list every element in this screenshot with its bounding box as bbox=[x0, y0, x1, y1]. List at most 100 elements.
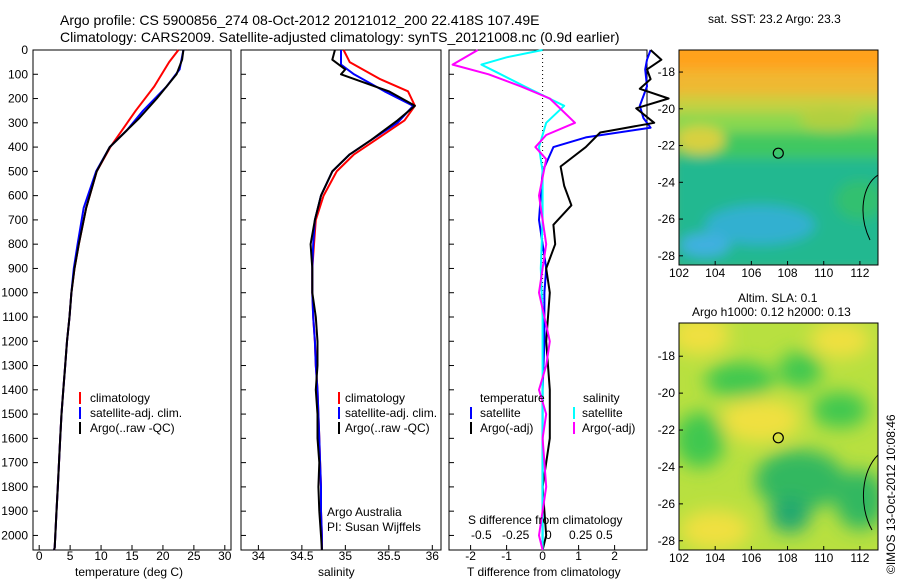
depth-tick-label: 0 bbox=[21, 43, 28, 57]
series-line-argo-adj-s- bbox=[451, 49, 576, 551]
s-difference-scale: -0.5 -0.25 0 0.25 0.5 bbox=[471, 528, 613, 542]
sla-map-title-line1: Altim. SLA: 0.1 bbox=[738, 291, 818, 305]
x-tick-label: 36 bbox=[426, 549, 440, 563]
depth-tick-label: 1100 bbox=[2, 310, 28, 324]
t-difference-x-axis: -2 -1 0 1 2 bbox=[465, 545, 618, 563]
x-tick-label: 10 bbox=[94, 549, 108, 563]
longitude-tick-label: 108 bbox=[778, 266, 798, 280]
s-tick-label: -0.25 bbox=[502, 528, 530, 542]
x-tick-label: 20 bbox=[156, 549, 170, 563]
x-tick-label: 34.5 bbox=[290, 549, 314, 563]
salinity-legend: climatology satellite-adj. clim. Argo(..… bbox=[338, 391, 437, 435]
x-tick-label: 34 bbox=[252, 549, 266, 563]
legend-climatology-label: climatology bbox=[345, 391, 405, 405]
sst-map-title: sat. SST: 23.2 Argo: 23.3 bbox=[708, 12, 841, 26]
depth-tick-label: 1700 bbox=[1, 456, 28, 470]
salinity-panel: 34 34.5 35 35.5 36 salinity climatology sate… bbox=[240, 49, 442, 579]
depth-tick-label: 400 bbox=[8, 140, 28, 154]
legend-satellite-label: satellite-adj. clim. bbox=[345, 406, 437, 420]
legend-s-argo-label: Argo(-adj) bbox=[582, 421, 635, 435]
sst-latitude-axis: -18 -20 -22 -24 -26 -28 bbox=[658, 65, 683, 263]
latitude-tick-label: -28 bbox=[658, 534, 676, 548]
temperature-x-label: temperature (deg C) bbox=[75, 565, 183, 579]
depth-tick-label: 500 bbox=[8, 164, 28, 178]
depth-tick-label: 100 bbox=[8, 67, 28, 81]
series-line-satellite-s- bbox=[480, 49, 566, 550]
longitude-tick-label: 104 bbox=[705, 266, 725, 280]
legend-argo-label: Argo(..raw -QC) bbox=[345, 421, 430, 435]
depth-tick-label: 1200 bbox=[1, 334, 28, 348]
depth-tick-label: 300 bbox=[8, 116, 28, 130]
depth-tick-label: 1600 bbox=[1, 431, 28, 445]
x-tick-label: 25 bbox=[187, 549, 201, 563]
longitude-tick-label: 102 bbox=[669, 551, 689, 565]
difference-plot-frame bbox=[448, 49, 648, 551]
salinity-x-axis: 34 34.5 35 35.5 36 bbox=[252, 545, 440, 563]
x-tick-label: 5 bbox=[67, 549, 74, 563]
latitude-tick-label: -22 bbox=[658, 423, 676, 437]
sla-latitude-axis: -18 -20 -22 -24 -26 -28 bbox=[658, 349, 683, 548]
legend-t-satellite-label: satellite bbox=[480, 406, 521, 420]
salinity-x-label: salinity bbox=[318, 565, 355, 579]
temperature-legend: climatology satellite-adj. clim. Argo(..… bbox=[79, 391, 182, 435]
sst-map-frame bbox=[678, 49, 879, 266]
longitude-tick-label: 106 bbox=[741, 266, 761, 280]
s-tick-label: -0.5 bbox=[471, 528, 492, 542]
s-difference-label: S difference from climatology bbox=[468, 513, 623, 527]
longitude-tick-label: 108 bbox=[778, 551, 798, 565]
sst-longitude-axis: 102 104 106 108 110 112 bbox=[669, 261, 870, 280]
t-difference-x-label: T difference from climatology bbox=[467, 565, 621, 579]
series-line-argo-raw-qc- bbox=[309, 49, 416, 551]
x-tick-label: -2 bbox=[465, 549, 476, 563]
depth-tick-label: 800 bbox=[8, 237, 28, 251]
legend-satellite-label: satellite-adj. clim. bbox=[90, 406, 182, 420]
depth-tick-label: 2000 bbox=[1, 528, 28, 542]
x-tick-label: 0 bbox=[539, 549, 546, 563]
legend-t-argo-label: Argo(-adj) bbox=[480, 421, 533, 435]
longitude-tick-label: 112 bbox=[850, 551, 869, 565]
series-line-argo-raw-qc- bbox=[53, 49, 185, 551]
longitude-tick-label: 104 bbox=[705, 551, 725, 565]
temperature-panel: 0100200300400500600700800900100011001200… bbox=[1, 43, 232, 579]
latitude-tick-label: -24 bbox=[658, 175, 676, 189]
depth-tick-label: 200 bbox=[8, 92, 28, 106]
longitude-tick-label: 110 bbox=[814, 266, 833, 280]
difference-legend: temperature satellite Argo(-adj) salinit… bbox=[470, 391, 635, 435]
depth-tick-label: 1900 bbox=[1, 504, 28, 518]
depth-axis: 0 100 200 300 400 500 600 700 800 900 1000 1100 1200… bbox=[1, 43, 38, 542]
s-tick-label: 0.25 bbox=[569, 528, 593, 542]
pi-note: PI: Susan Wijffels bbox=[327, 520, 421, 534]
x-tick-label: -1 bbox=[501, 549, 512, 563]
sla-map-frame bbox=[678, 322, 879, 551]
difference-panel: -2 -1 0 1 2 temperature satellite Argo(-adj)… bbox=[448, 49, 670, 579]
argo-location-marker bbox=[772, 147, 784, 159]
x-tick-label: 35.5 bbox=[377, 549, 401, 563]
depth-tick-label: 1800 bbox=[1, 480, 28, 494]
x-tick-label: 1 bbox=[575, 549, 582, 563]
depth-tick-label: 700 bbox=[8, 213, 28, 227]
sst-contour bbox=[862, 174, 878, 241]
longitude-tick-label: 106 bbox=[741, 551, 761, 565]
x-tick-label: 15 bbox=[125, 549, 139, 563]
salinity-plot-frame bbox=[240, 49, 442, 551]
latitude-tick-label: -20 bbox=[658, 102, 676, 116]
longitude-tick-label: 112 bbox=[850, 266, 869, 280]
temperature-x-axis: 0 5 10 15 20 25 30 bbox=[36, 545, 232, 563]
latitude-tick-label: -22 bbox=[658, 139, 676, 153]
depth-tick-label: 1400 bbox=[1, 383, 28, 397]
figure-title-line1: Argo profile: CS 5900856_274 08-Oct-2012… bbox=[60, 12, 540, 28]
depth-tick-label: 1500 bbox=[1, 407, 28, 421]
figure-title-line2: Climatology: CARS2009. Satellite-adjuste… bbox=[60, 29, 620, 45]
s-tick-label: 0 bbox=[545, 528, 552, 542]
s-tick-label: 0.5 bbox=[596, 528, 613, 542]
sla-contour bbox=[862, 454, 878, 531]
latitude-tick-label: -20 bbox=[658, 386, 676, 400]
legend-salinity-header: salinity bbox=[583, 391, 620, 405]
argo-australia-note: Argo Australia bbox=[327, 505, 402, 519]
latitude-tick-label: -24 bbox=[658, 460, 676, 474]
depth-tick-label: 1000 bbox=[1, 286, 28, 300]
x-tick-label: 2 bbox=[611, 549, 618, 563]
sla-map: 102 104 106 108 110 112 -18 -20 -22 -24 -26 -28 bbox=[658, 322, 879, 565]
legend-s-satellite-label: satellite bbox=[582, 406, 623, 420]
